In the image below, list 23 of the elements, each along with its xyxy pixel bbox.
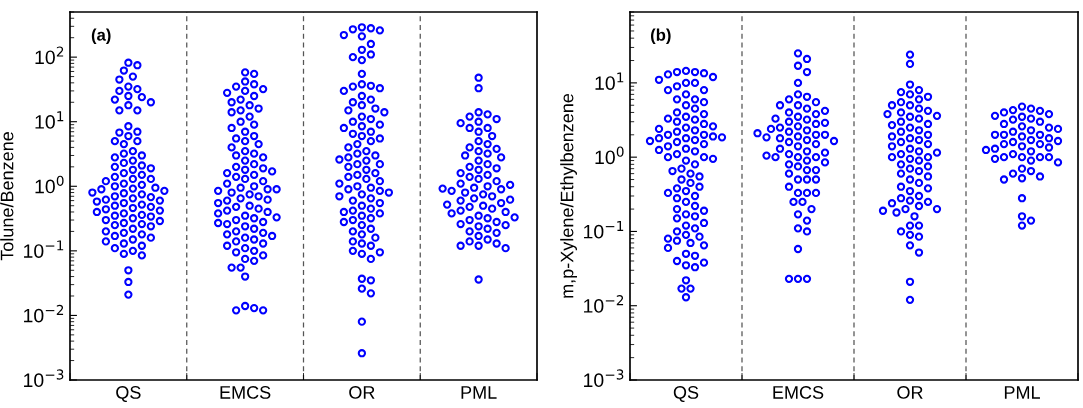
y-axis-title: Tolune/Benzene (0, 132, 14, 261)
x-tick-label: QS (116, 386, 141, 403)
y-tick-label: 10$^{0}$ (595, 146, 624, 165)
y-tick-label: 10$^{1}$ (595, 72, 624, 90)
x-tick-label: OR (349, 386, 375, 399)
x-tick-label: EMCS (773, 386, 824, 399)
text: (b) (650, 28, 671, 45)
y-tick-label: 10$^{−1}$ (584, 220, 624, 239)
x-tick-label: PML (461, 386, 497, 399)
y-tick-label: 10$^{0}$ (35, 175, 64, 194)
y-axis-title: m,p-Xylene/Ethylbenzene (560, 93, 577, 298)
y-tick-label: 10$^{1}$ (35, 111, 64, 129)
y-tick-label: 10$^{−1}$ (24, 240, 64, 258)
x-tick-label: QS (673, 386, 699, 403)
x-tick-label: EMCS (220, 386, 271, 399)
y-tick-label: 10$^{−2}$ (584, 295, 624, 313)
x-tick-label: PML (1004, 386, 1040, 399)
text: (a) (91, 28, 111, 45)
y-tick-label: 10$^{−3}$ (24, 369, 64, 388)
y-tick-label: 10$^{−2}$ (24, 304, 64, 323)
y-tick-label: 10$^{2}$ (35, 46, 64, 65)
x-tick-label: OR (897, 386, 923, 399)
y-tick-label: 10$^{−3}$ (584, 369, 624, 388)
